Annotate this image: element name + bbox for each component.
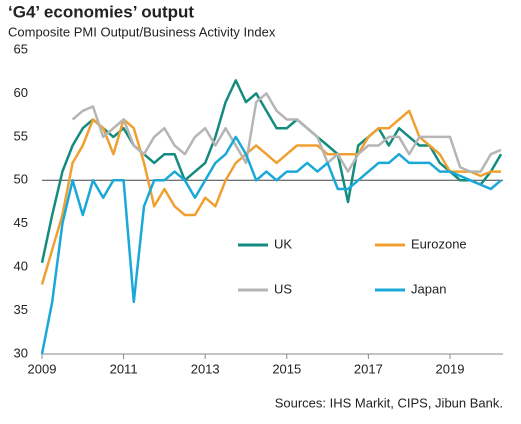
y-tick-label: 45: [14, 215, 28, 230]
x-tick-label: 2015: [272, 361, 301, 376]
series-line: [40, 135, 502, 355]
y-tick-label: 35: [14, 302, 28, 317]
legend-label: UK: [274, 236, 292, 251]
y-tick-label: 55: [14, 128, 28, 143]
legend-label: US: [274, 281, 292, 296]
x-tick-label: 2013: [191, 361, 220, 376]
series-line: [40, 79, 503, 264]
y-tick-label: 65: [14, 41, 28, 56]
chart-title: ‘G4’ economies’ output: [8, 2, 194, 21]
y-tick-label: 40: [14, 259, 28, 274]
source-note: Sources: IHS Markit, CIPS, Jibun Bank.: [275, 395, 503, 410]
y-tick-label: 30: [14, 345, 28, 360]
x-tick-label: 2017: [354, 361, 383, 376]
legend-label: Eurozone: [411, 236, 467, 251]
x-tick-label: 2009: [28, 361, 57, 376]
y-tick-label: 60: [14, 85, 28, 100]
x-tick-label: 2011: [110, 361, 138, 376]
chart-subtitle: Composite PMI Output/Business Activity I…: [8, 24, 276, 39]
series-line: [40, 109, 501, 285]
x-tick-label: 2019: [436, 361, 465, 376]
legend-label: Japan: [411, 281, 446, 296]
series-line: [71, 92, 502, 173]
y-tick-label: 50: [14, 172, 28, 187]
